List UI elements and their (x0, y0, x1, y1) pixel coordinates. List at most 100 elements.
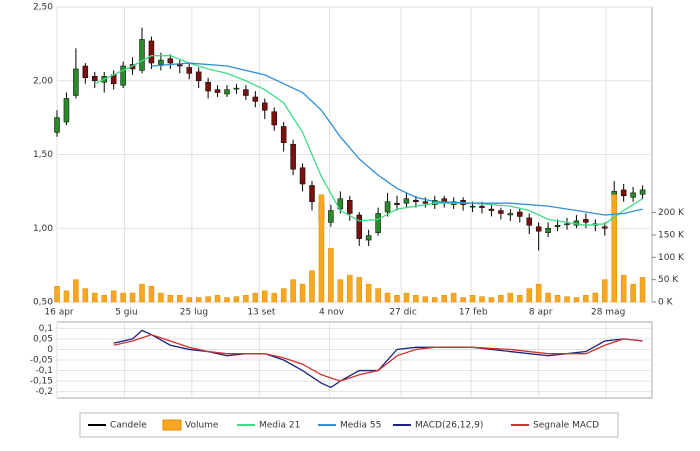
line-series (151, 62, 643, 216)
candle-body (139, 39, 145, 71)
candle-body (384, 201, 391, 213)
volume-bar (450, 292, 457, 303)
y-tick-label: 2,00 (33, 76, 53, 86)
y-tick-label: -0,05 (30, 356, 53, 366)
candle-body (498, 210, 504, 214)
volume-bar (545, 292, 551, 303)
candle-body (564, 223, 570, 226)
volume-bar (177, 295, 183, 303)
legend-label: Candele (110, 421, 147, 431)
volume-bar (92, 292, 98, 303)
volume-bar (328, 248, 334, 303)
volume-bar (120, 292, 126, 303)
volume-bar (441, 295, 447, 303)
candle-body (422, 201, 429, 204)
volume-bar (158, 292, 164, 303)
candle-body (224, 89, 230, 95)
volume-bar (422, 296, 429, 303)
y2-tick-label: 50 K (658, 275, 679, 285)
volume-bar (469, 295, 476, 303)
y-tick-label: 0,50 (33, 298, 53, 308)
volume-bar (639, 277, 646, 303)
volume-bar (73, 279, 79, 303)
volume-bar (148, 286, 155, 303)
x-tick-label: 5 giu (115, 308, 138, 318)
candle-body (186, 67, 192, 74)
volume-bar (384, 292, 391, 303)
volume-bar (186, 297, 192, 303)
volume-bar (583, 295, 589, 303)
candle-body (290, 143, 296, 170)
volume-bar (101, 295, 107, 303)
candle-body (309, 185, 315, 202)
candle-body (243, 89, 249, 96)
candle-body (92, 76, 98, 81)
volume-bar (205, 296, 211, 303)
y-tick-label: -0,15 (30, 377, 53, 387)
volume-bar (299, 283, 306, 303)
candle-body (356, 214, 362, 239)
candle-body (120, 65, 126, 86)
candle-body (347, 199, 353, 214)
volume-bar (129, 292, 136, 303)
volume-bar (564, 296, 570, 303)
candle-body (365, 235, 372, 241)
candle-body (403, 198, 410, 204)
legend-label: Media 21 (259, 421, 300, 431)
volume-bar (139, 283, 145, 303)
volume-bar (479, 296, 485, 303)
x-tick-label: 25 lug (180, 308, 208, 318)
volume-bar (252, 292, 259, 303)
volume-bar (365, 283, 372, 303)
y-tick-label: 0,05 (33, 334, 53, 344)
candle-body (479, 205, 485, 208)
volume-bar (233, 296, 240, 303)
x-tick-label: 28 mag (591, 308, 625, 318)
volume-bar (110, 290, 117, 303)
y2-tick-label: 200 K (658, 208, 685, 218)
candle-body (337, 198, 344, 210)
volume-bar (394, 295, 400, 303)
volume-bar (460, 297, 466, 303)
volume-bar (82, 288, 89, 303)
candle-body (167, 58, 174, 64)
candle-body (620, 189, 627, 197)
y2-tick-label: 100 K (658, 253, 685, 263)
volume-bar (195, 297, 202, 303)
volume-bar (488, 297, 495, 303)
line-series (113, 329, 643, 389)
volume-bar (224, 297, 230, 303)
volume-bar (630, 283, 636, 303)
x-tick-label: 27 dic (389, 308, 417, 318)
volume-bar (167, 295, 174, 303)
y2-tick-label: 150 K (658, 230, 685, 240)
volume-bar (375, 288, 381, 303)
candle-body (299, 167, 306, 185)
candle-body (63, 98, 70, 123)
volume-bar (526, 288, 532, 303)
volume-bar (337, 279, 344, 303)
line-series (113, 333, 643, 382)
y-tick-label: -0,1 (35, 366, 53, 376)
volume-bar (54, 286, 60, 303)
volume-bar (356, 277, 362, 303)
candle-body (233, 87, 240, 90)
volume-bar (347, 274, 353, 303)
volume-bar (432, 297, 438, 303)
candle-body (195, 71, 202, 82)
x-tick-label: 13 set (247, 308, 276, 318)
candle-body (507, 213, 514, 216)
x-tick-label: 4 nov (319, 308, 345, 318)
candle-body (328, 210, 334, 223)
x-tick-label: 16 apr (44, 308, 74, 318)
candle-body (252, 96, 259, 102)
legend-label: Segnale MACD (533, 421, 599, 431)
volume-bar (413, 295, 419, 303)
y-tick-label: 2,50 (33, 3, 53, 13)
line-series (94, 55, 643, 226)
volume-bar (318, 194, 325, 303)
candle-body (554, 225, 561, 228)
volume-bar (271, 292, 277, 303)
